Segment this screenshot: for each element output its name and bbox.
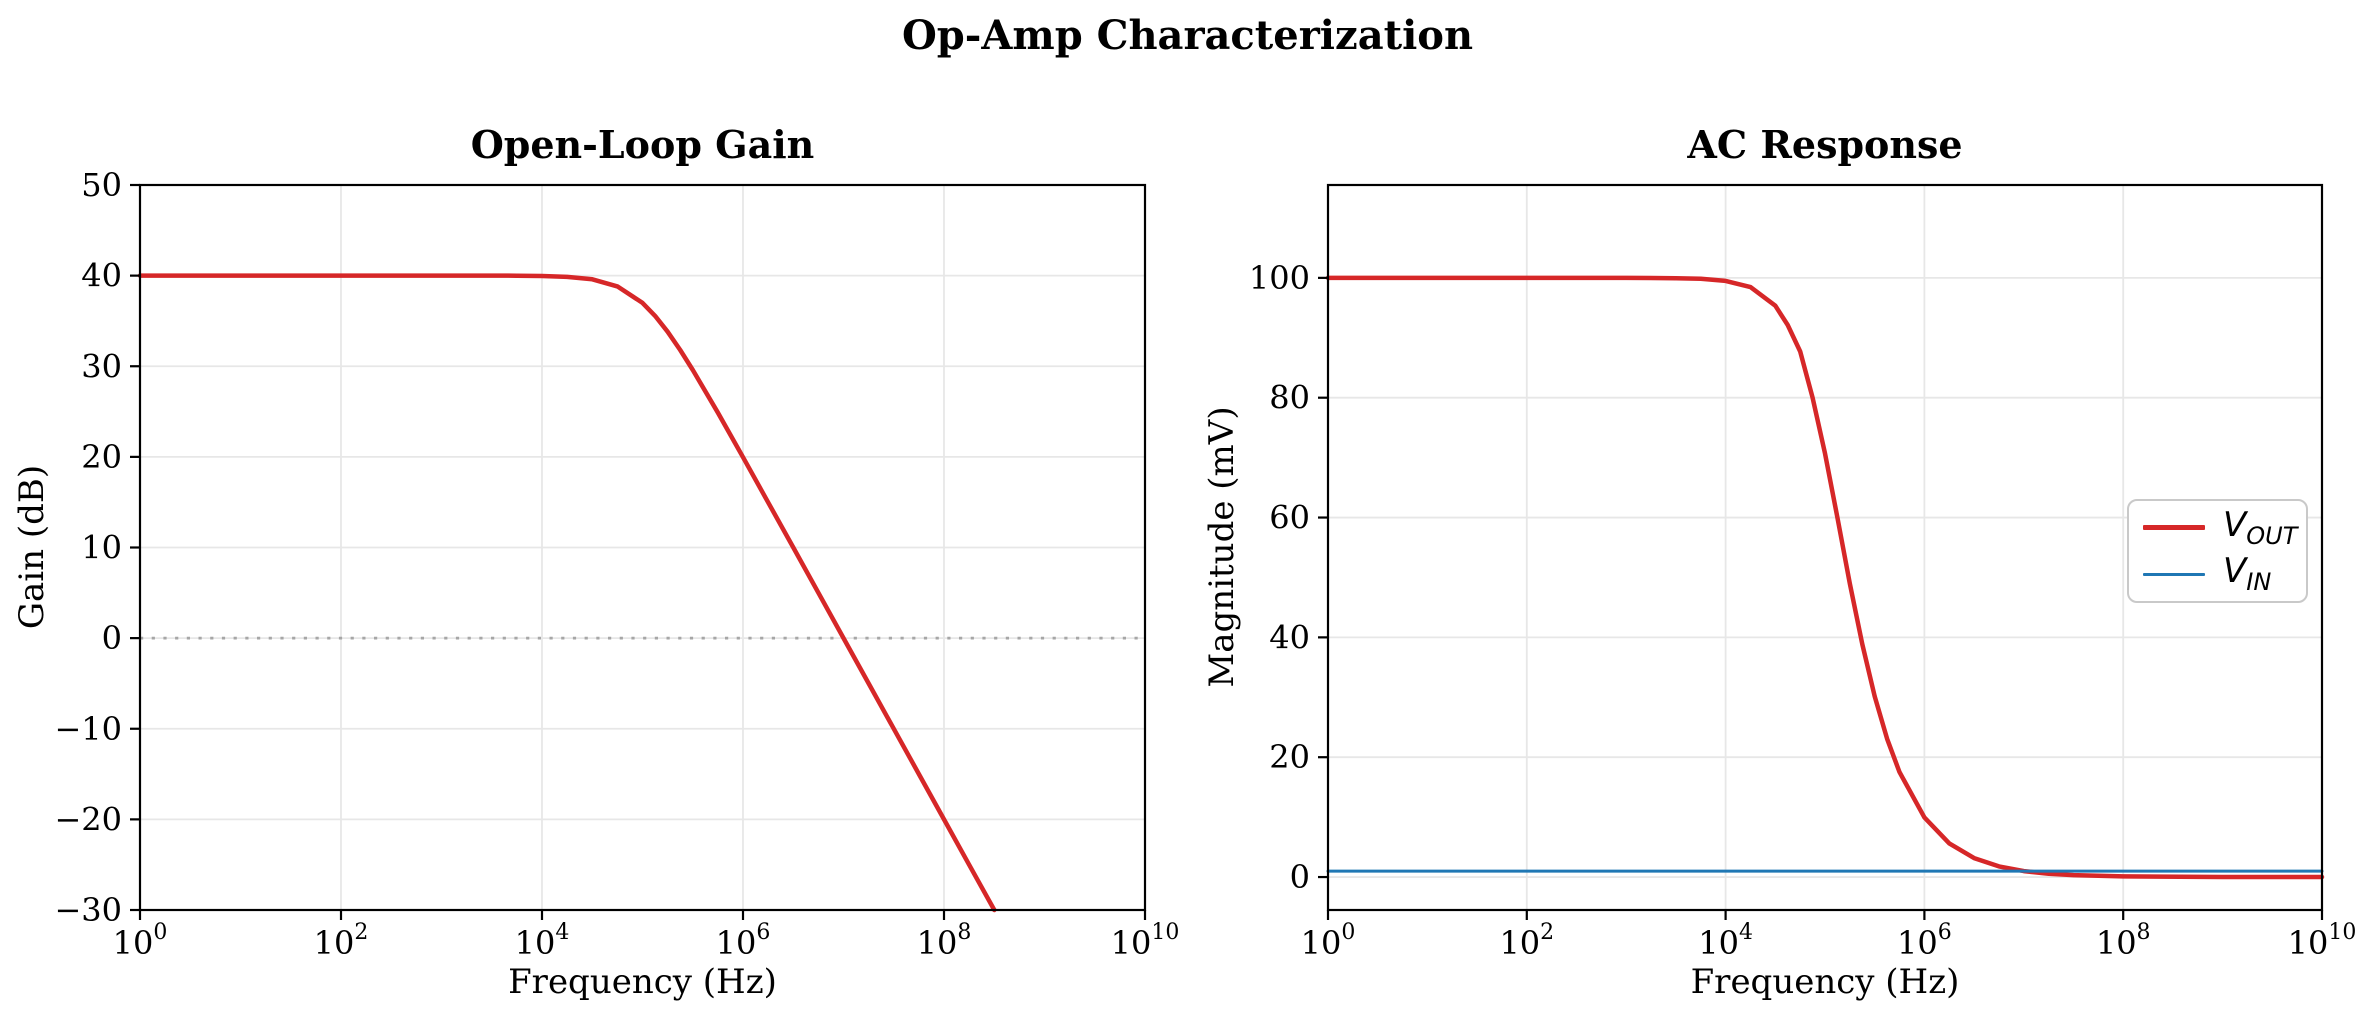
x-axis-tick-label: 102 [1499, 920, 1554, 962]
vout-label-main: V [2223, 504, 2247, 545]
x-axis-tick-label: 108 [2096, 920, 2151, 962]
vin-label-sub: IN [2246, 568, 2272, 597]
legend-item-vin: VIN [2143, 554, 2306, 594]
legend: VOUT VIN [2127, 499, 2308, 603]
vout-label-sub: OUT [2246, 521, 2298, 550]
x-axis-tick-label: 1010 [2288, 920, 2357, 962]
y-axis-tick-label: 40 [81, 257, 122, 295]
x-axis-tick-label: 100 [1301, 920, 1356, 962]
x-axis-tick-label: 100 [113, 920, 168, 962]
x-axis-tick-label: 108 [917, 920, 972, 962]
figure-title: Op-Amp Characterization [901, 12, 1474, 59]
y-axis-tick-label: 0 [102, 619, 122, 657]
right-plot-x-axis-label: Frequency (Hz) [1690, 962, 1960, 1002]
y-axis-tick-label: 40 [1269, 618, 1310, 656]
vin-label: VIN [2223, 554, 2271, 594]
axes-spines [1326, 183, 2324, 912]
right-plot-y-axis-label: Magnitude (mV) [1202, 406, 1242, 688]
left-plot-title: Open-Loop Gain [470, 122, 815, 167]
y-axis-tick-label: 10 [81, 529, 122, 567]
y-axis-tick-label: 20 [1269, 738, 1310, 776]
vin-line-swatch [2143, 572, 2205, 577]
y-axis-tick-label: 20 [81, 438, 122, 476]
y-axis-tick-label: 100 [1249, 259, 1310, 297]
y-axis-tick-label: −30 [54, 891, 122, 929]
vout-label: VOUT [2223, 508, 2297, 548]
y-axis-tick-label: 0 [1290, 858, 1310, 896]
right-plot-title: AC Response [1687, 122, 1963, 167]
x-axis-tick-label: 106 [1897, 920, 1952, 962]
y-axis-tick-label: 30 [81, 347, 122, 385]
y-axis-tick-label: 60 [1269, 499, 1310, 537]
vin-label-main: V [2223, 551, 2247, 592]
legend-item-vout: VOUT [2143, 508, 2306, 548]
y-axis-tick-label: −20 [54, 800, 122, 838]
x-axis-tick-label: 104 [515, 920, 570, 962]
y-axis-tick-label: 80 [1269, 379, 1310, 417]
x-axis-tick-label: 102 [314, 920, 369, 962]
vout-line-swatch [2143, 525, 2205, 531]
y-axis-tick-label: −10 [54, 710, 122, 748]
left-plot-x-axis-label: Frequency (Hz) [508, 962, 777, 1002]
x-axis-tick-label: 1010 [1111, 920, 1180, 962]
x-axis-tick-label: 104 [1698, 920, 1753, 962]
x-axis-tick-label: 106 [716, 920, 771, 962]
left-plot-y-axis-label: Gain (dB) [12, 464, 52, 630]
series-line-open-loop-gain [137, 273, 997, 913]
y-axis-tick-label: 50 [81, 166, 122, 204]
